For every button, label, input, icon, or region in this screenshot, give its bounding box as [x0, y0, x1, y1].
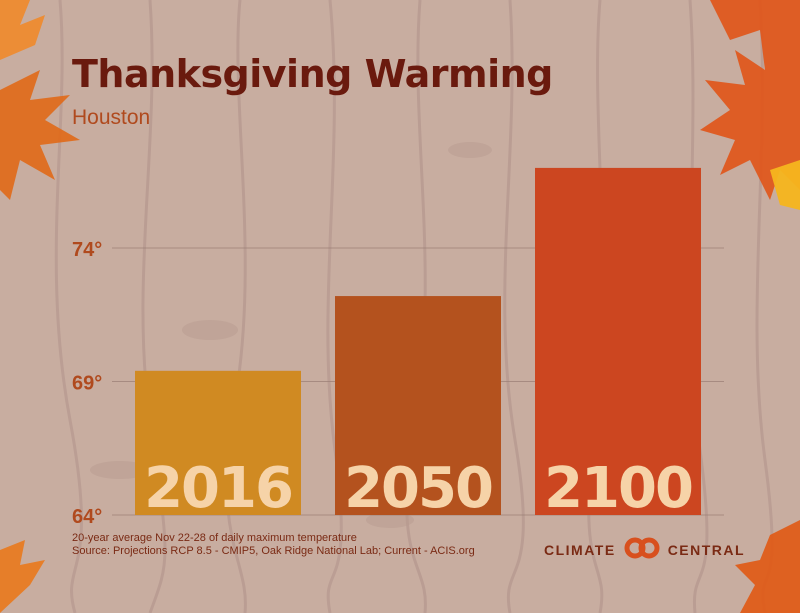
maple-leaf-icon [770, 160, 800, 210]
bar-2100 [535, 167, 701, 515]
footnote-note: 20-year average Nov 22-28 of daily maxim… [72, 532, 357, 544]
maple-leaf-icon [0, 0, 45, 60]
bar-label-2016: 2016 [144, 456, 292, 521]
brand-left-text: CLIMATE [544, 541, 616, 558]
brand-logo: CLIMATE CENTRAL [544, 537, 745, 562]
y-tick-label: 64° [72, 506, 102, 528]
bar-2050 [335, 296, 501, 515]
bar-2016 [135, 370, 301, 515]
footnote-source: Source: Projections RCP 8.5 - CMIP5, Oak… [72, 545, 475, 557]
maple-leaf-icon [0, 70, 80, 200]
chart-subtitle: Houston [72, 106, 151, 129]
y-tick-label: 74° [72, 239, 102, 261]
bar-label-2050: 2050 [344, 456, 492, 521]
bar-label-2100: 2100 [544, 456, 692, 521]
interlocking-circles-icon [622, 537, 662, 562]
maple-leaf-icon [700, 0, 800, 200]
brand-right-text: CENTRAL [667, 541, 746, 558]
chart-footnote: 20-year average Nov 22-28 of daily maxim… [72, 532, 475, 558]
maple-leaf-icon [735, 520, 800, 613]
chart-title: Thanksgiving Warming [72, 52, 553, 96]
maple-leaf-icon [0, 540, 45, 613]
y-tick-label: 69° [72, 373, 102, 395]
